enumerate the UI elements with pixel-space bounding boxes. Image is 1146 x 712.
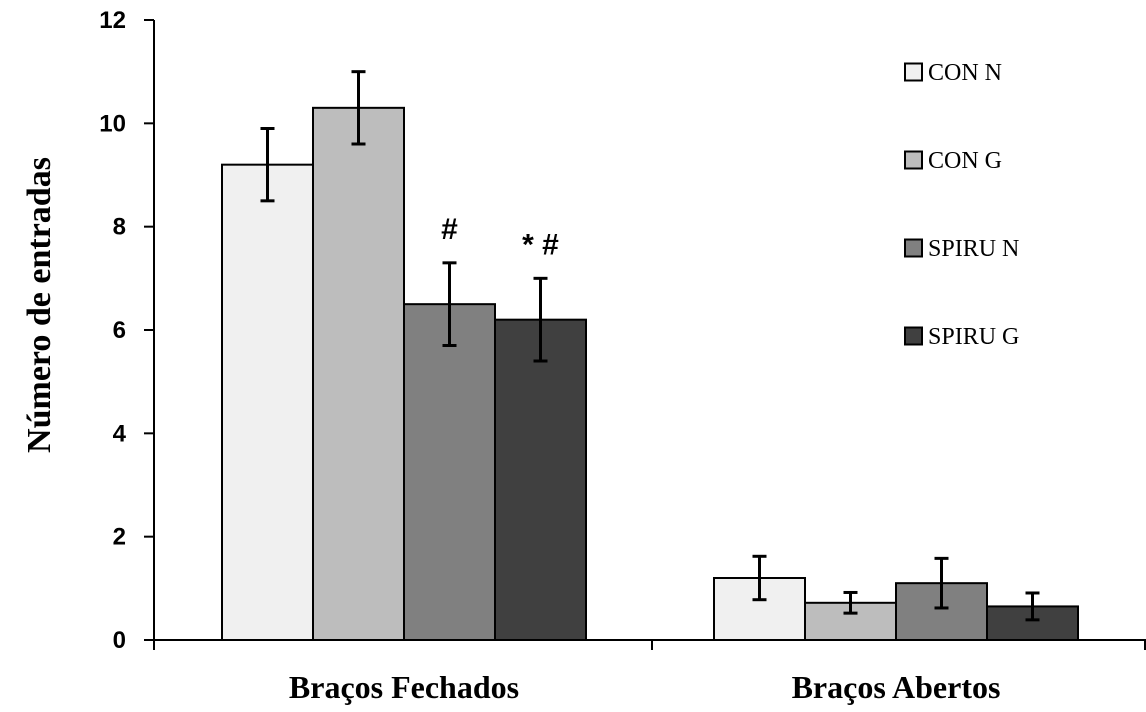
legend-label: SPIRU G bbox=[928, 324, 1019, 350]
legend-swatch bbox=[904, 150, 923, 170]
y-tick-label: 6 bbox=[113, 317, 126, 344]
x-category-label: Braços Abertos bbox=[792, 669, 1001, 705]
bar-spiru-g-1 bbox=[986, 605, 1079, 642]
bar-spiru-g-0 bbox=[494, 318, 587, 641]
y-tick-label: 4 bbox=[113, 420, 127, 447]
significance-annotation: # bbox=[441, 213, 458, 246]
bars-layer bbox=[221, 106, 1079, 642]
legend-label: CON G bbox=[928, 148, 1002, 174]
legend-swatch bbox=[904, 238, 923, 258]
legend-swatch bbox=[904, 62, 923, 82]
bar-spiru-n-0 bbox=[403, 303, 496, 641]
y-tick-label: 0 bbox=[113, 627, 126, 654]
legend-label: CON N bbox=[928, 60, 1002, 86]
y-axis-label: Número de entradas bbox=[21, 157, 58, 453]
y-tick-label: 2 bbox=[113, 524, 126, 551]
annotations-layer: # * # bbox=[441, 213, 559, 261]
y-tick-label: 10 bbox=[99, 110, 126, 137]
y-tick-label: 8 bbox=[113, 214, 126, 241]
error-bars-layer bbox=[260, 70, 1040, 622]
y-tick-label: 12 bbox=[99, 7, 126, 34]
bar-con-g-0 bbox=[312, 106, 405, 642]
legend-label: SPIRU N bbox=[928, 236, 1019, 262]
significance-annotation: * # bbox=[522, 228, 559, 261]
legend: CON N CON G SPIRU N SPIRU G bbox=[904, 60, 1019, 350]
legend-swatch bbox=[904, 326, 923, 346]
bar-con-n-0 bbox=[221, 163, 314, 642]
axes-layer: 0 2 4 6 8 10 12 Braços Fechados Braços Abertos bbox=[99, 7, 1146, 705]
x-category-label: Braços Fechados bbox=[289, 669, 519, 705]
